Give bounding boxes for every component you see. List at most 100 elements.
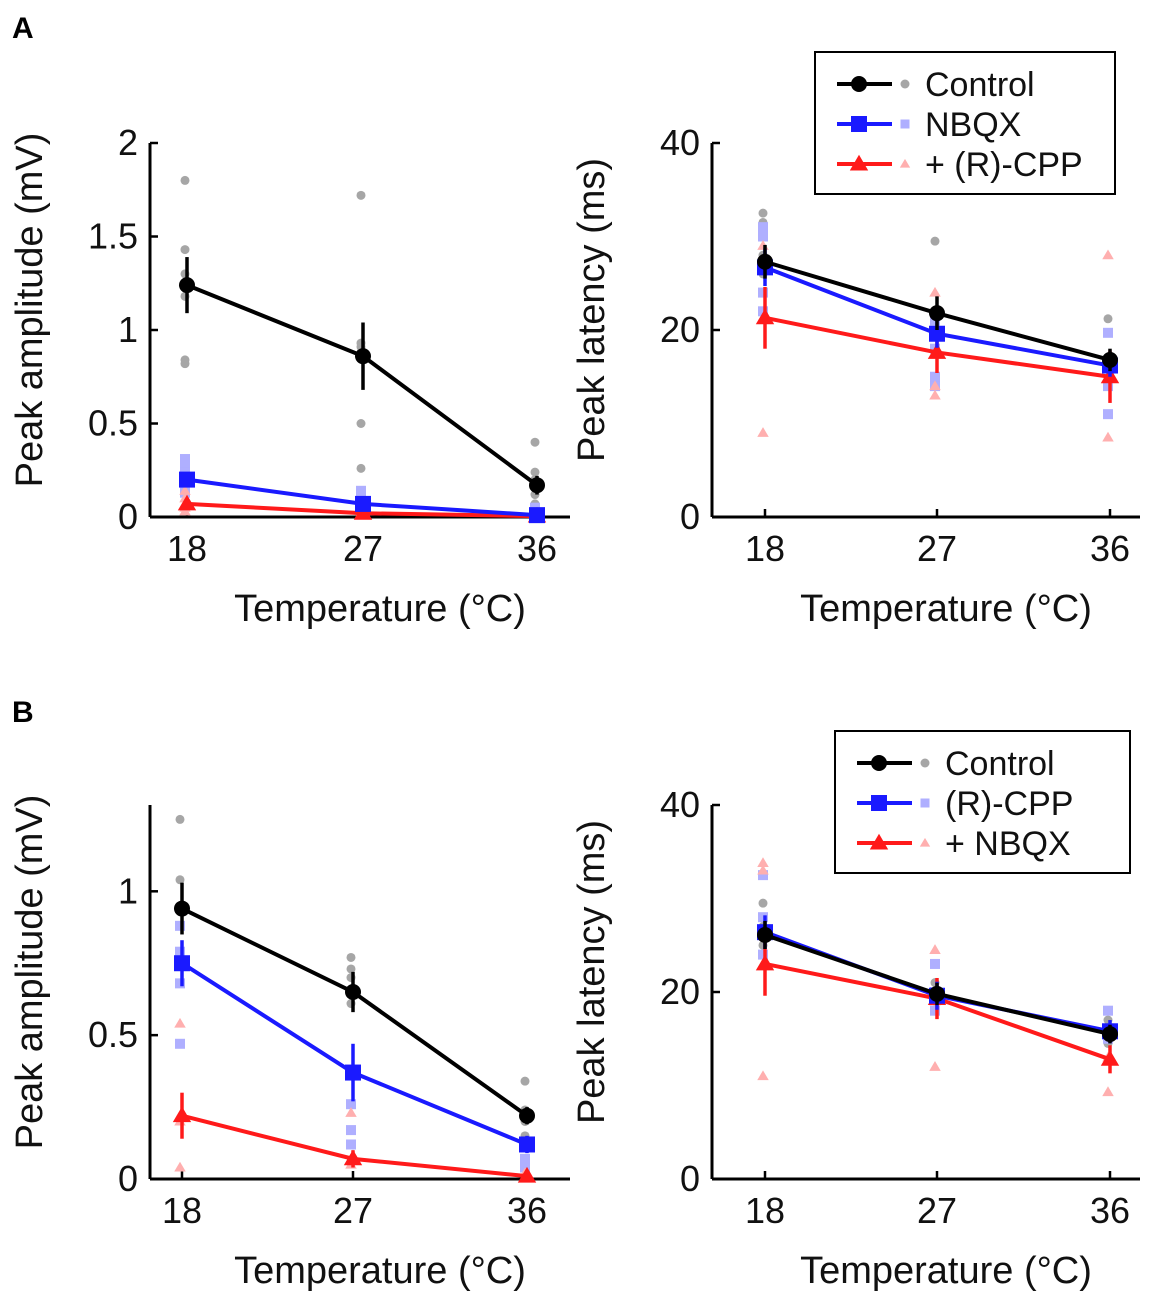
x-tick-label: 18 xyxy=(745,1190,785,1231)
individual-point xyxy=(1102,1086,1114,1097)
y-tick-label: 40 xyxy=(660,784,700,825)
mean-point xyxy=(179,471,195,488)
legend-marker xyxy=(871,755,887,771)
legend-marker-faint xyxy=(899,158,911,168)
mean-point xyxy=(757,253,773,270)
individual-point xyxy=(758,949,768,960)
legend-label: + NBQX xyxy=(945,825,1071,863)
mean-point xyxy=(345,984,361,1000)
mean-point xyxy=(517,1166,537,1183)
y-tick-label: 0 xyxy=(680,1158,700,1199)
individual-point xyxy=(757,1070,769,1081)
mean-point xyxy=(929,305,945,322)
mean-point xyxy=(174,955,190,972)
x-tick-label: 18 xyxy=(745,528,785,569)
mean-point xyxy=(172,1106,192,1123)
mean-point xyxy=(755,954,775,971)
x-axis-label: Temperature (°C) xyxy=(800,588,1092,630)
individual-point xyxy=(530,437,540,447)
individual-point xyxy=(1103,409,1113,420)
mean-point xyxy=(345,1064,361,1081)
legend-marker-faint xyxy=(920,798,930,808)
individual-point xyxy=(520,1076,530,1086)
individual-point xyxy=(929,944,941,954)
individual-point xyxy=(758,287,768,298)
y-axis-label: Peak latency (ms) xyxy=(571,158,613,462)
mean-point xyxy=(755,308,775,325)
legend-label: NBQX xyxy=(925,106,1021,144)
mean-point xyxy=(1100,1050,1120,1066)
legend-marker-faint xyxy=(920,758,930,768)
chart-0-0: 0 0.5 1 1.5 2 18 27 36 Temperature (°C) Peak ampl… xyxy=(9,122,570,630)
x-tick-label: 18 xyxy=(167,528,207,569)
x-axis-label: Temperature (°C) xyxy=(800,1250,1092,1292)
panel-label-a: A xyxy=(12,12,34,45)
x-tick-label: 27 xyxy=(333,1190,373,1231)
chart-1-1: 0 20 40 18 27 36 Temperature (°C) Peak latency … xyxy=(571,730,1140,1292)
legend-marker xyxy=(871,795,887,811)
individual-point xyxy=(345,1107,357,1117)
individual-point xyxy=(346,952,356,962)
individual-point xyxy=(1102,431,1114,442)
mean-point xyxy=(1102,351,1118,368)
individual-point xyxy=(175,946,185,957)
individual-point xyxy=(757,240,769,250)
panel-label-b: B xyxy=(12,696,34,729)
individual-point xyxy=(530,467,540,477)
individual-point xyxy=(930,236,940,246)
x-axis-label: Temperature (°C) xyxy=(234,588,526,630)
individual-point xyxy=(346,1099,356,1110)
individual-point xyxy=(1102,249,1114,260)
individual-point xyxy=(1103,1005,1113,1016)
mean-point xyxy=(1102,1026,1118,1043)
legend-marker xyxy=(869,833,889,850)
individual-point xyxy=(346,1125,356,1136)
individual-point xyxy=(179,485,191,495)
individual-point xyxy=(929,1061,941,1071)
x-tick-label: 36 xyxy=(1090,528,1130,569)
individual-point xyxy=(175,978,185,989)
individual-point xyxy=(929,286,941,297)
individual-point xyxy=(175,814,185,824)
individual-point xyxy=(520,1153,530,1164)
legend-marker xyxy=(849,154,869,171)
legend-marker-faint xyxy=(900,119,910,129)
individual-point xyxy=(174,1161,186,1172)
x-tick-label: 36 xyxy=(507,1190,547,1231)
individual-point xyxy=(179,505,191,516)
mean-point xyxy=(929,325,945,342)
individual-point xyxy=(758,231,768,242)
individual-point xyxy=(175,1038,185,1049)
legend-label: Control xyxy=(945,745,1055,783)
mean-point xyxy=(355,348,371,365)
y-tick-label: 1 xyxy=(118,309,138,350)
individual-point xyxy=(180,359,190,369)
mean-point xyxy=(519,1107,535,1124)
individual-point xyxy=(758,870,768,881)
x-tick-label: 36 xyxy=(1090,1190,1130,1231)
y-tick-label: 0.5 xyxy=(88,1014,138,1055)
individual-point xyxy=(758,912,768,923)
mean-point xyxy=(757,926,773,943)
individual-point xyxy=(929,380,941,391)
mean-point xyxy=(529,507,545,524)
mean-point xyxy=(174,900,190,917)
individual-point xyxy=(520,1162,530,1173)
x-tick-label: 36 xyxy=(517,528,557,569)
y-axis-label: Peak latency (ms) xyxy=(571,820,613,1124)
individual-point xyxy=(175,920,185,931)
individual-point xyxy=(758,306,768,317)
legend: Control(R)-CPP+ NBQX xyxy=(834,730,1131,874)
x-tick-label: 27 xyxy=(917,528,957,569)
charts-root: 0 0.5 1 1.5 2 18 27 36 Temperature (°C) Peak ampl… xyxy=(9,51,1140,1292)
chart-1-0: 0 0.5 1 18 27 36 Temperature (°C) Peak amplitud… xyxy=(9,795,570,1292)
x-tick-label: 27 xyxy=(343,528,383,569)
x-axis-label: Temperature (°C) xyxy=(234,1250,526,1292)
individual-point xyxy=(757,857,769,867)
individual-point xyxy=(174,1017,186,1028)
individual-point xyxy=(1103,327,1113,338)
individual-point xyxy=(346,1139,356,1150)
x-tick-label: 27 xyxy=(917,1190,957,1231)
